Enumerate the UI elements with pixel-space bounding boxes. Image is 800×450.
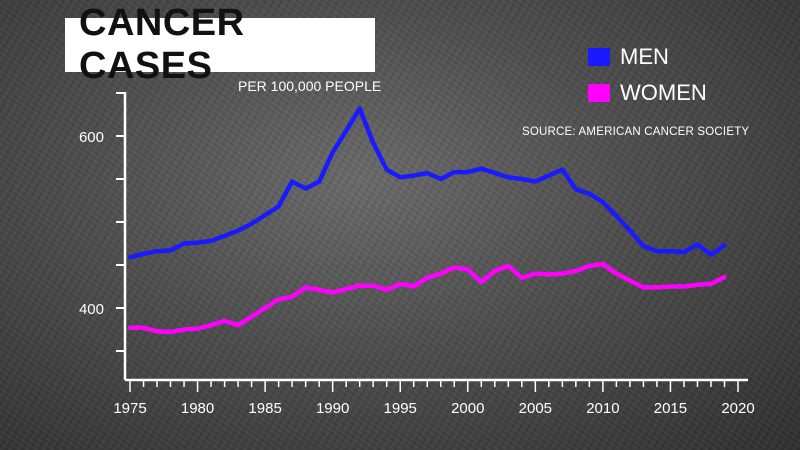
chart-subtitle: PER 100,000 PEOPLE: [238, 78, 382, 94]
x-tick-label-1990: 1990: [316, 400, 349, 417]
title-box: CANCER CASES: [65, 2, 375, 87]
source-note: SOURCE: AMERICAN CANCER SOCIETY: [522, 126, 750, 138]
y-tick-label-600: 600: [79, 129, 104, 146]
x-tick-label-2020: 2020: [721, 400, 754, 417]
x-tick-label-2015: 2015: [654, 400, 687, 417]
legend-swatch-men: [588, 48, 610, 66]
x-tick-label-1985: 1985: [248, 400, 281, 417]
x-tick-label-1980: 1980: [181, 400, 214, 417]
legend: MEN WOMEN: [588, 44, 707, 116]
x-tick-label-1995: 1995: [384, 400, 417, 417]
legend-swatch-women: [588, 84, 610, 102]
legend-label-men: MEN: [620, 44, 669, 69]
x-tick-label-1975: 1975: [113, 400, 146, 417]
legend-label-women: WOMEN: [620, 80, 707, 105]
chart-title: CANCER CASES: [79, 2, 245, 87]
series-line-women: [127, 261, 727, 335]
y-tick-label-400: 400: [79, 301, 104, 318]
x-tick-label-2010: 2010: [586, 400, 619, 417]
legend-item-women: WOMEN: [588, 80, 707, 106]
series-line-men: [127, 106, 727, 260]
x-tick-label-2005: 2005: [519, 400, 552, 417]
x-tick-label-2000: 2000: [451, 400, 484, 417]
legend-item-men: MEN: [588, 44, 707, 70]
